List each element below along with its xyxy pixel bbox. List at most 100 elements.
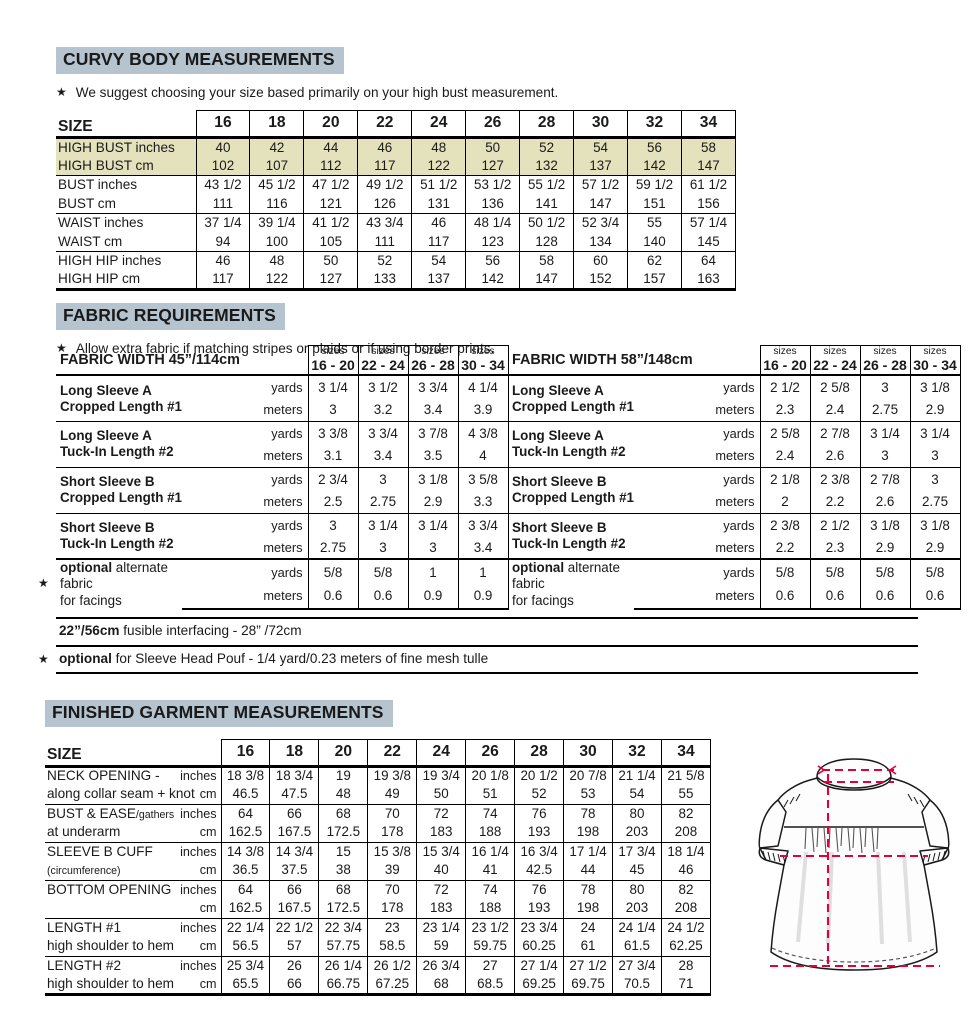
fabric-yards-22-24: 3 1/4: [358, 512, 409, 537]
fabric-meters-16-20: 3: [308, 398, 359, 422]
value-inches-size-24: 51 1/2: [411, 174, 467, 195]
body-measurements-heading: CURVY BODY MEASUREMENTS: [56, 47, 344, 74]
value-cm-size-24: 40: [416, 861, 467, 881]
fabric-yards-16-20: 2 3/4: [308, 466, 359, 491]
row-label-inches: NECK OPENING - inches: [45, 764, 221, 786]
row-unit-cm: cm: [199, 976, 217, 991]
value-inches-size-28: 20 1/2: [514, 764, 565, 786]
fabric-yards-30-34: 4 1/4: [458, 374, 509, 399]
size-column-header-24: 24: [411, 109, 467, 138]
value-inches-size-26: 16 1/4: [465, 841, 516, 862]
value-cm-size-20: 105: [303, 232, 359, 252]
value-inches-size-30: 78: [563, 879, 613, 900]
value-cm-size-22: 178: [367, 899, 418, 919]
value-inches-size-28: 27 1/4: [514, 955, 565, 976]
fabric-row-name-line2: for facings: [512, 592, 574, 608]
row-label-text: SLEEVE B CUFF: [47, 843, 153, 859]
value-inches-size-24: 46: [411, 212, 467, 233]
fabric-yards-22-24: 2 5/8: [810, 374, 861, 399]
fabric-row: meters 2.3 2.4 2.75 2.9: [508, 398, 961, 422]
value-inches-size-32: 80: [612, 803, 662, 824]
fabric-row: optional alternate fabric for facings yard…: [56, 558, 509, 609]
row-label-cm: high shoulder to hem cm: [45, 975, 221, 996]
table-row: HIGH HIP cm 117 122 127 133 137 142 147 152 157 16…: [56, 270, 737, 291]
value-inches-size-16: 14 3/8: [220, 841, 271, 862]
value-inches-size-34: 82: [660, 803, 712, 824]
value-cm-size-26: 68.5: [465, 975, 516, 996]
table-row: BUST inches 43 1/2 45 1/2 47 1/2 49 1/2 51 1/…: [56, 174, 737, 195]
value-inches-size-22: 26 1/2: [367, 955, 418, 976]
size-range-value: 30 - 34: [913, 356, 957, 373]
value-inches-size-22: 70: [367, 879, 418, 900]
fabric-yards-30-34: 3 5/8: [458, 466, 509, 491]
fabric-row-name-line2: Cropped Length #1: [60, 398, 183, 414]
value-inches-size-20: 41 1/2: [303, 212, 359, 233]
size-range-header-22-24: sizes 22 - 24: [357, 345, 409, 376]
row-label-text: BOTTOM OPENING: [47, 881, 172, 897]
fabric-meters-16-20: 0.6: [760, 584, 811, 610]
size-word: sizes: [321, 346, 345, 357]
fabric-yards-26-28: 3 1/8: [860, 512, 911, 537]
value-cm-size-16: 111: [195, 194, 251, 214]
fabric-meters-22-24: 0.6: [358, 584, 409, 610]
fabric-row-name-line2: Tuck-In Length #2: [512, 444, 626, 460]
value-cm-size-34: 163: [680, 270, 737, 291]
table-row: at underarm cm 162.5 167.5 172.5 178 183 188 193…: [45, 823, 712, 843]
finished-garment-heading: FINISHED GARMENT MEASUREMENTS: [45, 700, 393, 727]
table-row: BUST cm 111 116 121 126 131 136 141 147 151 156: [56, 194, 737, 214]
fabric-unit-meters: meters: [182, 584, 309, 610]
fabric-yards-26-28: 3 1/4: [860, 420, 911, 445]
row-label-text: LENGTH #1: [47, 919, 122, 935]
fabric-unit-yards: yards: [182, 374, 309, 399]
value-inches-size-18: 45 1/2: [249, 174, 305, 195]
value-cm-size-30: 61: [563, 937, 613, 957]
value-cm-size-16: 162.5: [220, 823, 271, 843]
size-range-header-16-20: sizes 16 - 20: [307, 345, 359, 376]
value-cm-size-20: 38: [318, 861, 369, 881]
fabric-unit-meters: meters: [182, 444, 309, 468]
value-inches-size-34: 28: [660, 955, 712, 976]
row-unit-inches: inches: [180, 920, 217, 935]
value-inches-size-30: 17 1/4: [563, 841, 613, 862]
value-cm-size-34: 71: [660, 975, 712, 996]
size-column-header-22: 22: [367, 738, 418, 767]
fabric-meters-30-34: 0.6: [910, 584, 961, 610]
value-cm-size-34: 208: [660, 823, 712, 843]
fabric-yards-30-34: 3: [910, 466, 961, 491]
table-header-row: SIZE 16 18 20 22 24 26 28 30 32 34: [56, 109, 737, 138]
value-cm-size-30: 152: [573, 270, 628, 291]
value-cm-size-28: 132: [519, 156, 575, 176]
fabric-row: meters 2.75 3 3 3.4: [56, 536, 509, 560]
row-sublabel-text: at underarm: [47, 824, 121, 840]
value-inches-size-18: 26: [269, 955, 320, 976]
value-inches-size-24: 19 3/4: [416, 764, 467, 786]
value-inches-size-22: 49 1/2: [357, 174, 413, 195]
fabric-unit-yards: yards: [634, 374, 761, 399]
size-range-header-22-24: sizes 22 - 24: [809, 345, 861, 376]
row-sublabel-text: high shoulder to hem: [47, 938, 174, 954]
size-column-header-30: 30: [563, 738, 613, 767]
table-row: WAIST inches 37 1/4 39 1/4 41 1/2 43 3/4 46 48…: [56, 212, 737, 233]
fabric-yards-26-28: 2 7/8: [860, 466, 911, 491]
row-unit-cm: cm: [199, 939, 217, 954]
value-inches-size-18: 42: [249, 135, 305, 157]
value-inches-size-18: 22 1/2: [269, 917, 320, 938]
row-unit-cm: cm: [199, 825, 217, 840]
value-inches-size-34: 58: [680, 135, 737, 157]
fabric-row-name: Short Sleeve B Cropped Length #1: [508, 466, 634, 514]
fabric-unit-yards: yards: [182, 420, 309, 445]
value-cm-size-22: 49: [367, 785, 418, 805]
row-sublabel-text: high shoulder to hem: [47, 975, 174, 991]
fabric-row-name: Short Sleeve B Tuck-In Length #2: [508, 512, 634, 560]
size-column-header-32: 32: [627, 109, 682, 138]
row-label-inches: HIGH HIP inches: [56, 250, 196, 271]
fabric-row: meters 2.4 2.6 3 3: [508, 444, 961, 468]
value-cm-size-34: 156: [680, 194, 737, 214]
fabric-row: meters 0.6 0.6 0.9 0.9: [56, 584, 509, 610]
value-cm-size-30: 44: [563, 861, 613, 881]
size-column-header-28: 28: [514, 738, 565, 767]
fabric-meters-22-24: 2.2: [810, 490, 861, 514]
row-label-inches: BUST & EASE/gathers inches: [45, 803, 221, 824]
fabric-meters-26-28: 2.9: [408, 490, 459, 514]
size-word: sizes: [371, 346, 395, 357]
